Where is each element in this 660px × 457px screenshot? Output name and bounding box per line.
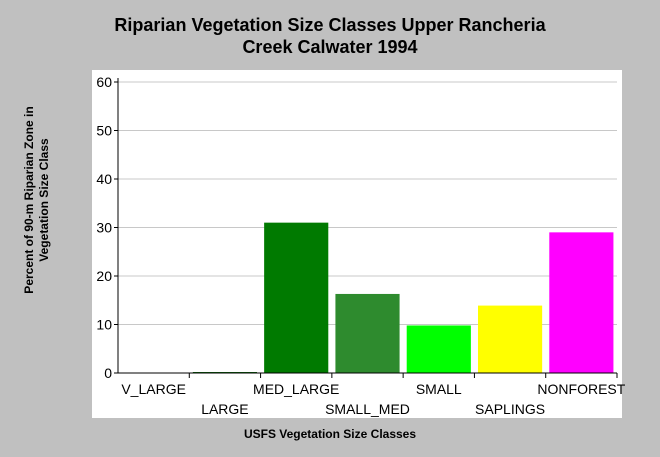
chart-title-line-1: Riparian Vegetation Size Classes Upper R… (114, 15, 546, 35)
axes (114, 78, 618, 378)
y-axis-label: Percent of 90-m Riparian Zone in Vegetat… (22, 106, 51, 294)
bar-med-large (264, 222, 329, 373)
x-tick-label: NONFOREST (537, 381, 625, 397)
chart-title: Riparian Vegetation Size Classes Upper R… (0, 14, 660, 58)
x-tick-label: LARGE (201, 401, 248, 417)
bar-small (406, 325, 471, 373)
x-tick-label: SAPLINGS (475, 401, 545, 417)
y-tick-label: 40 (96, 171, 112, 187)
x-tick-labels: V_LARGE LARGE MED_LARGE SMALL_MED SMALL SAPLI… (121, 381, 625, 417)
y-tick-label: 20 (96, 268, 112, 284)
chart-title-line-2: Creek Calwater 1994 (242, 37, 418, 57)
gridlines (118, 81, 617, 325)
x-tick-label: SMALL_MED (325, 401, 410, 417)
y-tick-label: 0 (104, 365, 112, 381)
x-tick-label: MED_LARGE (253, 381, 339, 397)
y-tick-label: 30 (96, 220, 112, 236)
y-tick-labels: 0 10 20 30 40 50 60 (96, 74, 112, 381)
bar-small-med (335, 293, 400, 373)
x-tick-label: V_LARGE (121, 381, 186, 397)
y-tick-label: 10 (96, 317, 112, 333)
bar-nonforest (549, 232, 614, 373)
bar-saplings (477, 305, 543, 373)
y-tick-label: 60 (96, 74, 112, 90)
x-tick-label: SMALL (416, 381, 462, 397)
x-axis-label: USFS Vegetation Size Classes (243, 427, 417, 441)
y-tick-label: 50 (96, 123, 112, 139)
